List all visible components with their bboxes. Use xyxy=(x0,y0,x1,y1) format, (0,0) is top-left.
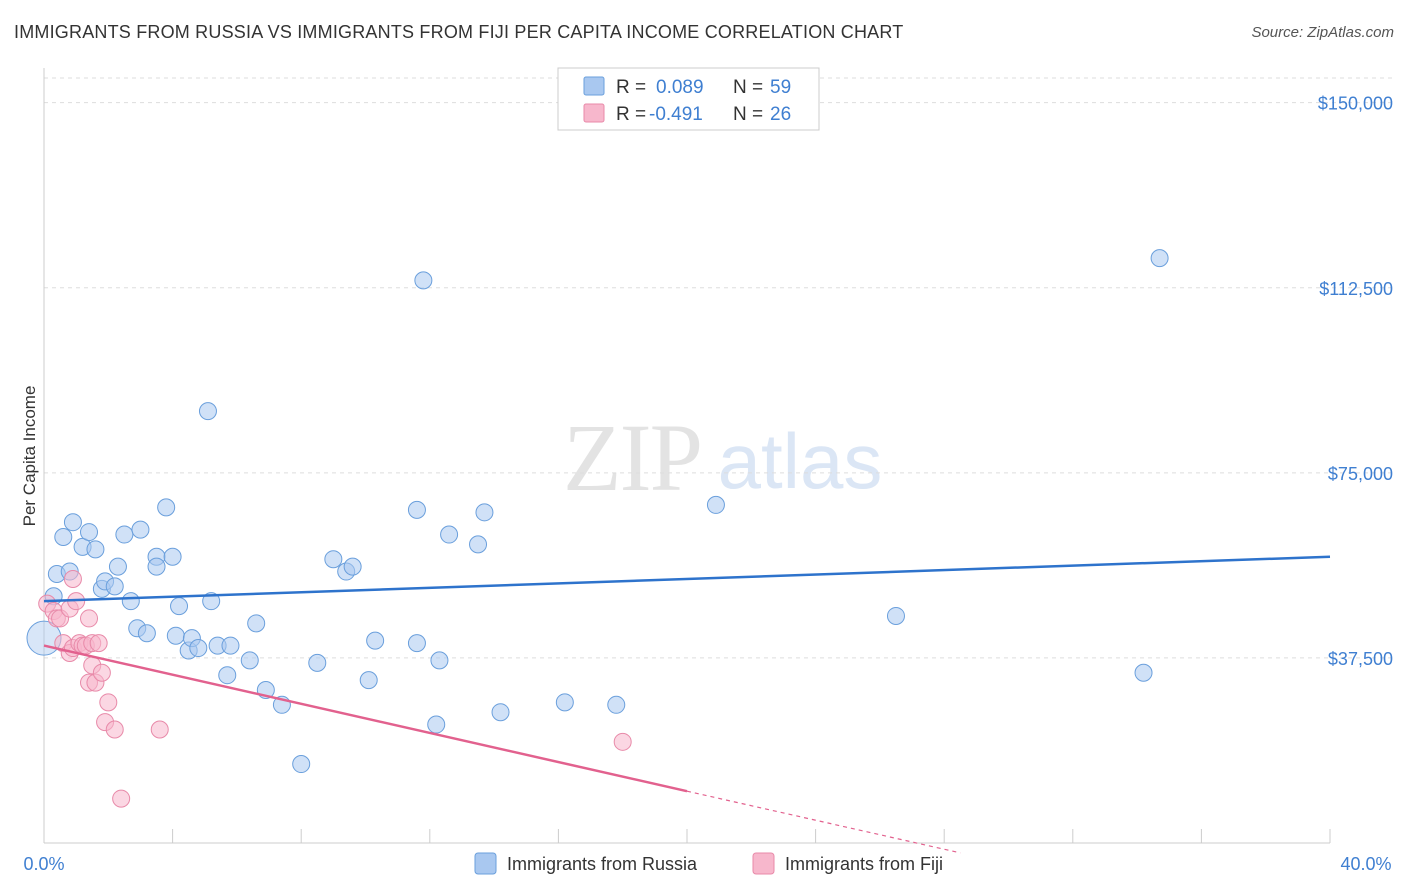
fiji-point xyxy=(105,720,124,739)
russia-point xyxy=(54,528,73,546)
russia-point xyxy=(105,577,124,596)
russia-point xyxy=(218,666,237,685)
y-tick-label-3: $37,500 xyxy=(1328,649,1393,669)
legend-swatch-fiji xyxy=(583,103,605,123)
russia-point xyxy=(166,626,185,645)
legend-r-label-fiji: R = xyxy=(616,104,646,125)
trend-line-fiji xyxy=(43,644,688,793)
bottom-legend-swatch-russia xyxy=(474,852,497,875)
russia-point xyxy=(170,597,189,616)
x-tick-label-right: 40.0% xyxy=(1340,854,1391,874)
russia-point xyxy=(221,636,240,655)
y-tick-label-1: $112,500 xyxy=(1319,279,1393,299)
fiji-point xyxy=(99,693,118,712)
bottom-legend-label-russia: Immigrants from Russia xyxy=(507,854,698,874)
legend-r-value-fiji: -0.491 xyxy=(649,104,703,125)
trend-line-russia xyxy=(43,555,1331,603)
series-russia-points xyxy=(26,249,1169,774)
y-tick-label-0: $150,000 xyxy=(1318,94,1393,114)
fiji-point xyxy=(92,663,111,682)
russia-point xyxy=(292,755,311,774)
russia-point xyxy=(202,592,221,611)
legend-n-label-fiji: N = xyxy=(733,104,763,125)
legend-swatch-russia xyxy=(583,76,605,96)
russia-point xyxy=(414,271,433,290)
russia-point xyxy=(706,495,725,514)
bottom-legend-swatch-fiji xyxy=(752,852,775,875)
russia-point xyxy=(86,540,105,559)
russia-point xyxy=(407,500,426,519)
trend-lines xyxy=(43,555,1331,854)
russia-point xyxy=(189,639,208,658)
grid: $150,000 $112,500 $75,000 $37,500 xyxy=(44,77,1395,669)
russia-point xyxy=(440,525,459,544)
russia-point xyxy=(359,671,378,690)
russia-point xyxy=(137,624,156,643)
russia-point xyxy=(475,503,494,522)
y-tick-label-2: $75,000 xyxy=(1328,464,1393,484)
russia-point xyxy=(491,703,510,722)
fiji-point xyxy=(89,634,108,653)
russia-point xyxy=(343,557,362,576)
bottom-legend-label-fiji: Immigrants from Fiji xyxy=(785,854,943,874)
russia-point xyxy=(469,535,488,554)
legend-n-value-fiji: 26 xyxy=(770,104,791,125)
russia-point xyxy=(121,592,140,611)
russia-point xyxy=(555,693,574,712)
x-ticks xyxy=(172,829,1331,843)
watermark: ZIP atlas xyxy=(563,404,882,511)
russia-point xyxy=(240,651,259,670)
russia-point xyxy=(131,520,150,539)
series-fiji-points xyxy=(38,569,632,808)
fiji-point xyxy=(150,720,169,739)
russia-point xyxy=(247,614,266,633)
russia-point xyxy=(157,498,176,517)
russia-point xyxy=(63,513,82,532)
trend-line-fiji-extension xyxy=(686,790,961,854)
russia-point xyxy=(115,525,134,544)
chart-title: IMMIGRANTS FROM RUSSIA VS IMMIGRANTS FRO… xyxy=(14,22,904,42)
legend-r-label-russia: R = xyxy=(616,77,646,98)
x-tick-label-left: 0.0% xyxy=(23,854,64,874)
fiji-point xyxy=(112,789,131,808)
legend-n-value-russia: 59 xyxy=(770,77,791,98)
watermark-zip: ZIP xyxy=(563,404,701,511)
russia-point xyxy=(80,523,99,542)
y-axis-title: Per Capita Income xyxy=(20,386,39,527)
fiji-point xyxy=(80,609,99,628)
russia-point xyxy=(1150,249,1169,268)
bottom-legend: Immigrants from Russia Immigrants from F… xyxy=(474,852,943,875)
legend-box: R = 0.089 N = 59 R = -0.491 N = 26 xyxy=(557,67,820,131)
russia-point xyxy=(886,606,905,625)
russia-point xyxy=(366,631,385,650)
russia-point xyxy=(163,547,182,566)
russia-point xyxy=(324,550,343,569)
russia-point xyxy=(427,715,446,734)
russia-point xyxy=(198,402,217,421)
watermark-atlas: atlas xyxy=(718,417,883,505)
fiji-point xyxy=(63,569,82,588)
russia-point xyxy=(108,557,127,576)
russia-point xyxy=(607,695,626,714)
chart-source: Source: ZipAtlas.com xyxy=(1251,24,1394,41)
legend-n-label-russia: N = xyxy=(733,77,763,98)
legend-r-value-russia: 0.089 xyxy=(656,77,704,98)
russia-point xyxy=(430,651,449,670)
russia-point xyxy=(147,557,166,576)
russia-point xyxy=(1134,663,1153,682)
fiji-point xyxy=(613,732,632,751)
russia-point xyxy=(407,634,426,653)
russia-point xyxy=(308,653,327,672)
